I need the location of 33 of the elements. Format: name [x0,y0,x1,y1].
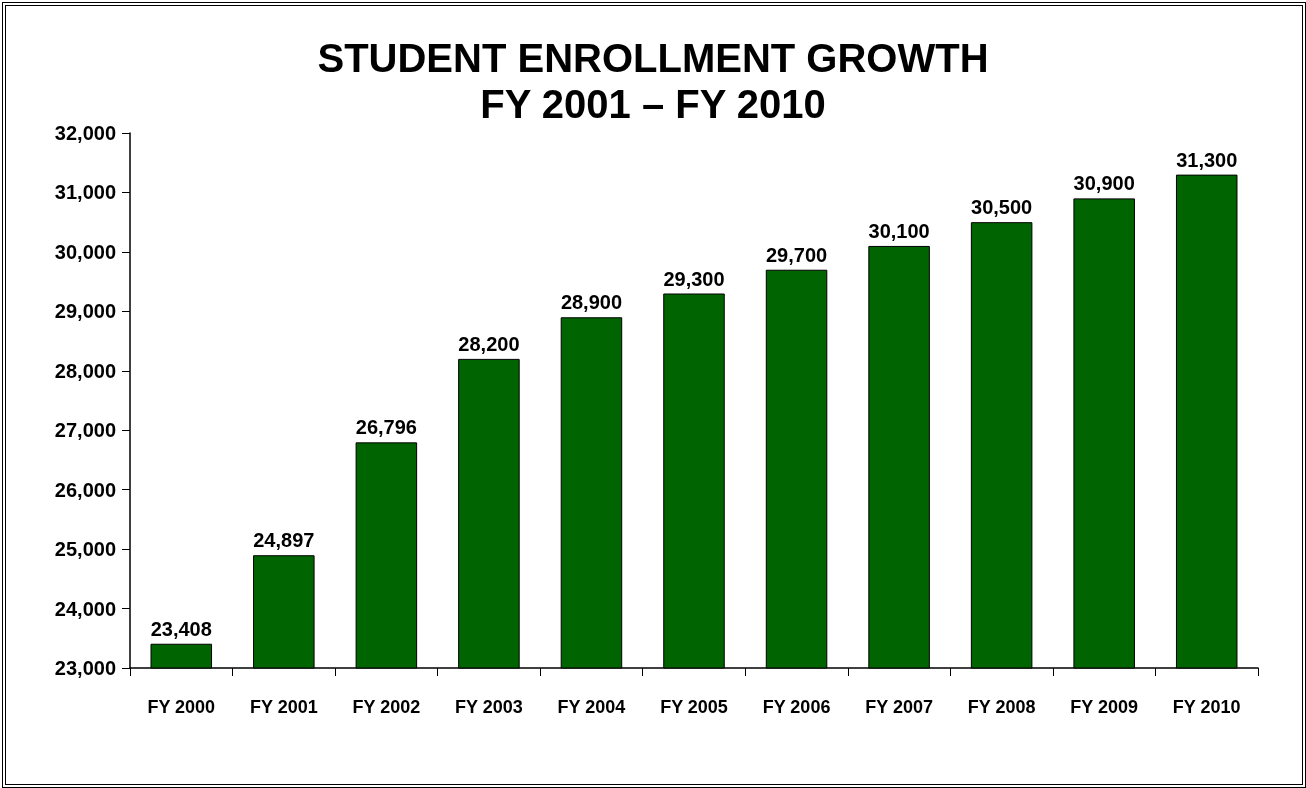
x-tick-label: FY 2000 [147,697,216,717]
y-tick-label: 26,000 [54,478,116,501]
x-tick-label: FY 2005 [660,697,728,717]
x-tick-label: FY 2004 [557,697,626,717]
y-tick-label: 30,000 [54,240,116,263]
x-tick-label: FY 2002 [352,697,421,717]
data-label: 28,200 [458,332,520,355]
data-label: 31,300 [1176,148,1238,171]
y-tick-label: 31,000 [54,181,116,204]
y-tick-label: 27,000 [54,419,116,442]
data-label: 26,796 [355,416,417,439]
y-tick-label: 24,000 [54,597,116,620]
data-label: 24,897 [253,529,315,552]
data-label: 23,408 [150,617,212,640]
y-tick-label: 25,000 [54,538,116,561]
data-label: 30,500 [971,196,1033,219]
x-tick-label: FY 2007 [865,697,933,717]
data-label: 28,900 [560,291,623,314]
x-tick-label: FY 2009 [1070,697,1139,717]
x-tick-label: FY 2001 [249,697,318,717]
x-tick-label: FY 2008 [967,697,1036,717]
data-label: 30,100 [868,219,930,242]
data-label: 29,300 [663,267,725,290]
y-tick-label: 29,000 [54,300,116,323]
y-tick-label: 32,000 [54,122,116,144]
data-label: 30,900 [1073,172,1135,195]
x-tick-label: FY 2010 [1172,697,1241,717]
y-tick-label: 28,000 [54,359,116,382]
data-label: 29,700 [765,243,828,266]
x-tick-label: FY 2003 [455,697,523,717]
x-tick-label: FY 2006 [762,697,831,717]
chart-title: STUDENT ENROLLMENT GROWTH FY 2001 – FY 2010 [317,36,989,126]
y-tick-label: 23,000 [54,657,116,679]
